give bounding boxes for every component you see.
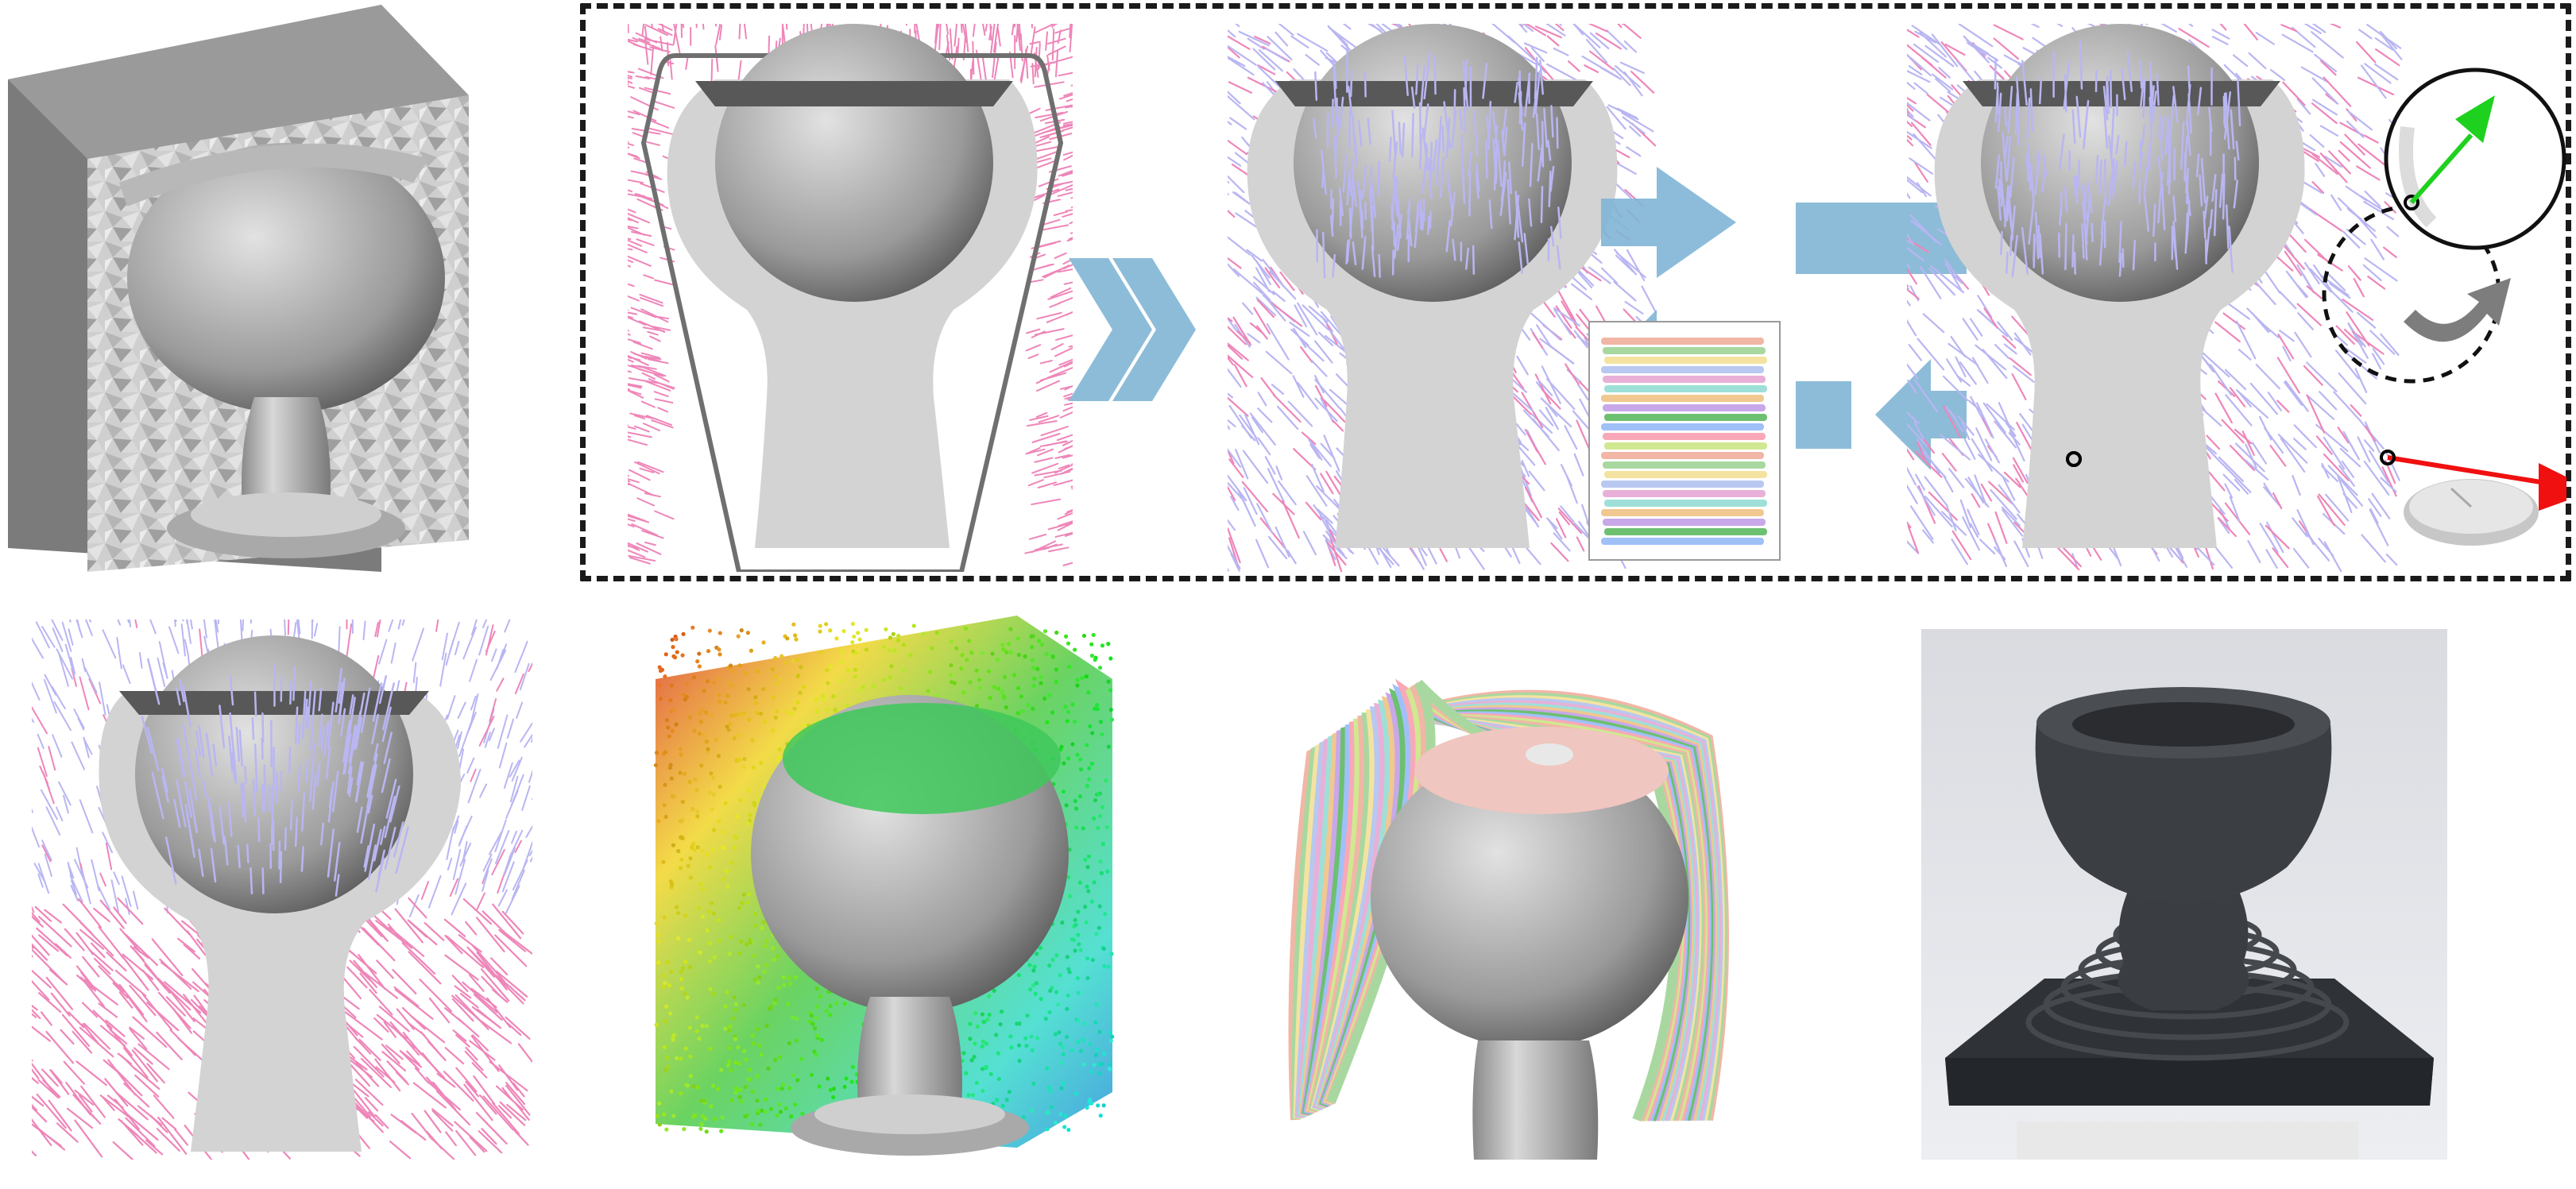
goblet-bowl	[127, 143, 445, 413]
zoom-circle	[2384, 68, 2566, 250]
optimized-field-svg	[32, 620, 532, 1160]
chevron-arrow-panel	[1065, 250, 1208, 409]
vector-field-sparse	[628, 24, 1073, 566]
red-vector-origin	[2380, 450, 2396, 465]
green-vector-head	[2455, 95, 2495, 143]
voxel-box-svg	[8, 5, 469, 572]
curved-layers-svg	[1288, 678, 1729, 1160]
goblet-stem	[242, 397, 331, 508]
green-vector-shaft	[2409, 133, 2474, 204]
field-layer-panel	[1228, 24, 1800, 572]
printed-bowl-opening	[2072, 702, 2295, 747]
flow-bar-bottom	[1796, 381, 1851, 449]
photo-pedestal	[2017, 1121, 2358, 1160]
goblet-stem	[857, 997, 962, 1108]
chevron-arrow-icon	[1069, 258, 1196, 401]
optimized-field-panel	[32, 620, 532, 1160]
bowl-top-points	[783, 703, 1061, 814]
goblet-stem	[1472, 1040, 1599, 1160]
vector-field-inside	[1313, 45, 1562, 279]
interactive-edit-svg	[1907, 24, 2566, 572]
top-layer-cap	[1414, 727, 1669, 814]
bowl-opening	[695, 81, 1013, 106]
convex-hull-outline	[640, 53, 1064, 572]
flow-arrow-right	[1601, 167, 1736, 278]
goblet-base-top	[191, 492, 381, 537]
bowl-interior	[715, 24, 993, 302]
interactive-edit-panel	[1907, 24, 2566, 572]
printed-base-edge	[1945, 1058, 2434, 1106]
goblet-bowl	[1371, 747, 1688, 1048]
mouse-icon[interactable]	[2404, 479, 2539, 546]
layer-preview-stripes	[1601, 338, 1767, 545]
vector-field-inside	[141, 658, 409, 897]
goblet-base-top	[814, 1094, 1005, 1134]
curved-layers-panel	[1279, 612, 1748, 1160]
printed-bowl	[2035, 724, 2332, 903]
flow-bar-top	[1796, 203, 1967, 274]
scalar-field-panel	[644, 600, 1128, 1156]
red-vector-origin	[2066, 451, 2082, 467]
zoom-surface	[2399, 125, 2437, 228]
green-vector-origin	[2404, 195, 2419, 210]
convex-hull-panel	[628, 24, 1073, 572]
interactive-pipeline-frame	[580, 3, 2571, 581]
voxel-box-panel	[0, 0, 477, 580]
printed-stem	[2118, 891, 2249, 1010]
bowl-opening	[1275, 81, 1593, 106]
convex-hull-svg	[628, 24, 1073, 572]
flow-arrows-svg	[1796, 203, 1967, 470]
printed-photo-panel	[1921, 629, 2447, 1160]
red-vector-head	[2539, 463, 2566, 511]
flow-arrows-panel	[1792, 183, 1967, 484]
scalar-field-svg	[653, 616, 1115, 1156]
box-top-face	[8, 5, 469, 159]
field-layer-svg	[1228, 24, 1781, 572]
goblet-rim	[119, 143, 429, 207]
rotate-arrow-icon	[2404, 278, 2511, 342]
top-layer-nub	[1526, 743, 1573, 766]
vector-field-inside	[1994, 41, 2241, 278]
printed-photo-svg	[1921, 629, 2447, 1160]
flow-arrowhead-left	[1875, 359, 1967, 470]
